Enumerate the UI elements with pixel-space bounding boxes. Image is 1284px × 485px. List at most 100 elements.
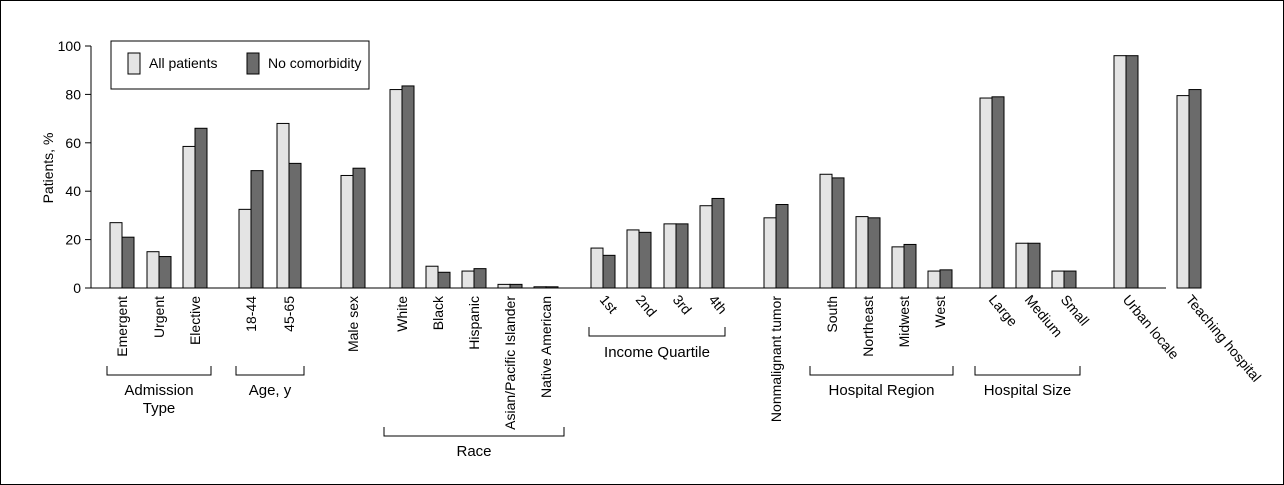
legend: All patients No comorbidity <box>110 40 370 90</box>
y-tick-label: 40 <box>65 183 81 199</box>
x-tick-label-west: West <box>932 296 948 328</box>
group-label-income-quartile: Income Quartile <box>604 344 710 361</box>
group-bracket-race <box>383 427 565 437</box>
bar-northeast-no-comorbidity <box>867 217 881 289</box>
bar-west-all-patients <box>927 270 941 289</box>
legend-swatch-no-comorbidity <box>246 52 260 75</box>
x-tick-label-3rd: 3rd <box>670 292 695 318</box>
bar-teaching-hospital-all-patients <box>1176 95 1190 289</box>
x-tick-label-hispanic: Hispanic <box>466 296 482 350</box>
y-axis: 0 20 40 60 80 100 <box>58 38 92 296</box>
bar-hispanic-no-comorbidity <box>473 268 487 289</box>
bar-3rd-no-comorbidity <box>675 223 689 289</box>
bar-urban-locale-all-patients <box>1113 55 1127 289</box>
bar-4th-no-comorbidity <box>711 197 725 289</box>
bars <box>109 55 1202 289</box>
bar-south-no-comorbidity <box>831 177 845 289</box>
x-tick-label-native-american: Native American <box>538 296 554 398</box>
x-tick-label-small: Small <box>1058 292 1093 329</box>
bar-hispanic-all-patients <box>461 270 475 289</box>
bar-northeast-all-patients <box>855 216 869 289</box>
bar-male-sex-all-patients <box>340 174 354 289</box>
bar-south-all-patients <box>819 173 833 289</box>
group-label-admission-type: Type <box>143 400 176 417</box>
bar-west-no-comorbidity <box>939 269 953 289</box>
y-axis-label: Patients, % <box>40 133 56 204</box>
x-tick-label-2nd: 2nd <box>633 292 660 320</box>
y-tick-label: 20 <box>65 232 81 248</box>
legend-label-no-comorbidity: No comorbidity <box>268 55 361 71</box>
bar-4th-all-patients <box>699 205 713 289</box>
legend-box <box>110 40 370 90</box>
group-bracket-hospital-size <box>974 366 1081 376</box>
group-bracket-age-y <box>235 366 305 376</box>
bar-2nd-all-patients <box>626 229 640 289</box>
x-tick-label-1st: 1st <box>597 292 621 317</box>
bar-elective-no-comorbidity <box>194 127 208 289</box>
bar-emergent-no-comorbidity <box>121 236 135 289</box>
bar-white-no-comorbidity <box>401 85 415 289</box>
legend-label-all-patients: All patients <box>149 55 217 71</box>
group-bracket-admission-type <box>106 366 212 376</box>
x-tick-label-midwest: Midwest <box>896 296 912 347</box>
group-label-race: Race <box>456 443 491 460</box>
x-tick-label-large: Large <box>986 292 1021 330</box>
bar-male-sex-no-comorbidity <box>352 167 366 289</box>
x-tick-label-medium: Medium <box>1022 292 1066 340</box>
bar-45-65-all-patients <box>276 122 290 289</box>
bar-emergent-all-patients <box>109 222 123 289</box>
bar-small-no-comorbidity <box>1063 270 1077 289</box>
bar-black-all-patients <box>425 265 439 289</box>
bar-18-44-no-comorbidity <box>250 170 264 289</box>
x-tick-label-45-65: 45-65 <box>281 296 297 332</box>
x-tick-label-4th: 4th <box>706 292 731 317</box>
bar-1st-no-comorbidity <box>602 254 616 289</box>
bar-medium-all-patients <box>1015 242 1029 289</box>
x-tick-label-south: South <box>824 296 840 333</box>
x-tick-label-elective: Elective <box>187 296 203 345</box>
group-label-hospital-size: Hospital Size <box>984 382 1072 399</box>
bar-nonmalignant-tumor-all-patients <box>763 217 777 289</box>
bar-3rd-all-patients <box>663 223 677 289</box>
y-tick-label: 100 <box>58 38 82 54</box>
x-tick-label-emergent: Emergent <box>114 296 130 357</box>
bar-teaching-hospital-no-comorbidity <box>1188 89 1202 289</box>
bar-small-all-patients <box>1051 270 1065 289</box>
bar-asian-pacific-islander-no-comorbidity <box>509 283 523 289</box>
x-tick-label-urban-locale: Urban locale <box>1120 292 1183 363</box>
bar-large-all-patients <box>979 97 993 289</box>
bar-elective-all-patients <box>182 145 196 289</box>
x-tick-label-asian-pacific-islander: Asian/Pacific Islander <box>502 296 518 430</box>
group-label-age-y: Age, y <box>249 382 292 399</box>
x-tick-label-northeast: Northeast <box>860 296 876 357</box>
group-bracket-income-quartile <box>588 327 726 337</box>
y-tick-label: 60 <box>65 135 81 151</box>
legend-swatch-all-patients <box>127 52 141 75</box>
bar-urgent-all-patients <box>146 251 160 289</box>
x-tick-label-urgent: Urgent <box>151 296 167 338</box>
bar-midwest-no-comorbidity <box>903 243 917 289</box>
bar-urban-locale-no-comorbidity <box>1125 55 1139 289</box>
bar-nonmalignant-tumor-no-comorbidity <box>775 204 789 289</box>
bar-18-44-all-patients <box>238 208 252 289</box>
bar-2nd-no-comorbidity <box>638 231 652 289</box>
bar-1st-all-patients <box>590 247 604 289</box>
bar-urgent-no-comorbidity <box>158 256 172 289</box>
group-label-hospital-region: Hospital Region <box>829 382 935 399</box>
bar-large-no-comorbidity <box>991 96 1005 289</box>
x-tick-label-white: White <box>394 296 410 332</box>
x-tick-label-18-44: 18-44 <box>243 296 259 332</box>
bar-white-all-patients <box>389 89 403 289</box>
bar-black-no-comorbidity <box>437 271 451 289</box>
bar-45-65-no-comorbidity <box>288 162 302 289</box>
x-tick-label-male-sex: Male sex <box>345 296 361 352</box>
bar-medium-no-comorbidity <box>1027 242 1041 289</box>
bar-midwest-all-patients <box>891 246 905 289</box>
y-tick-label: 0 <box>73 280 81 296</box>
x-tick-label-nonmalignant-tumor: Nonmalignant tumor <box>768 296 784 422</box>
y-tick-label: 80 <box>65 86 81 102</box>
x-tick-label-black: Black <box>430 295 446 330</box>
group-label-admission-type: Admission <box>124 382 193 399</box>
